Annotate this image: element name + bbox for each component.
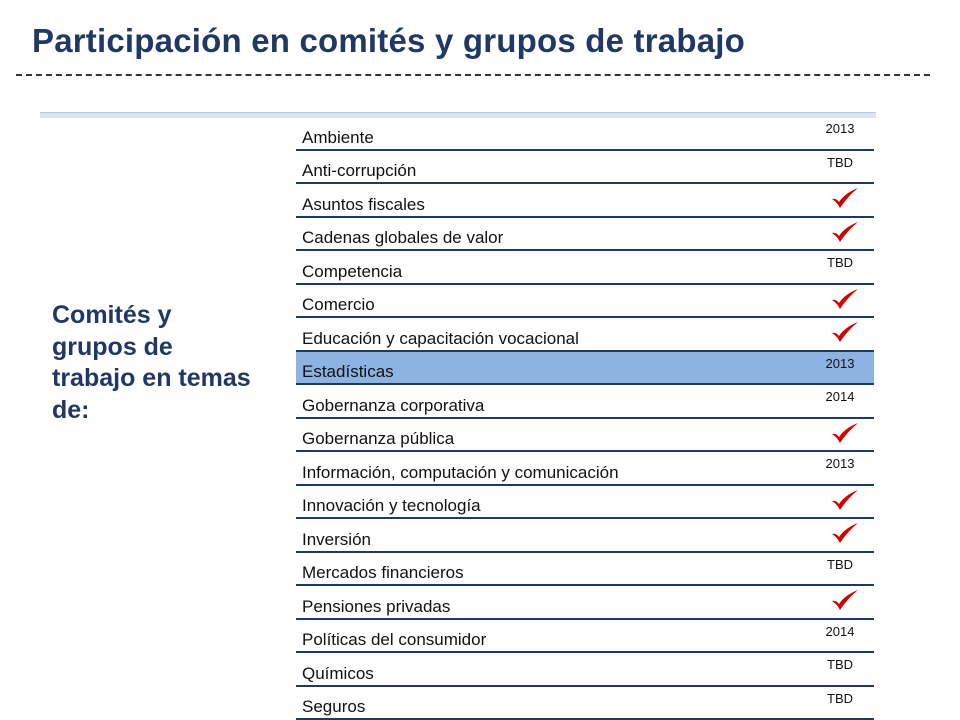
committee-row: Pensiones privadas xyxy=(296,586,874,620)
committee-row: Seguros TBD xyxy=(296,687,874,720)
committee-name: Comercio xyxy=(302,295,375,314)
committee-status: TBD xyxy=(827,154,853,170)
page-title: Participación en comités y grupos de tra… xyxy=(32,22,745,59)
committee-name: Asuntos fiscales xyxy=(302,194,425,214)
committee-name: Gobernanza corporativa xyxy=(302,395,485,415)
committee-name: Gobernanza pública xyxy=(302,429,455,448)
committee-status: 2013 xyxy=(825,121,855,136)
committee-name: Políticas del consumidor xyxy=(302,630,487,649)
side-label: Comités y grupos de trabajo en temas de: xyxy=(52,301,251,424)
committee-name: Químicos xyxy=(302,663,374,683)
committee-row: Gobernanza pública xyxy=(296,419,874,452)
committee-row: Innovación y tecnología xyxy=(296,486,874,519)
committee-row: Políticas del consumidor 2014 xyxy=(296,620,874,653)
committee-row: Información, computación y comunicación 2… xyxy=(296,452,874,486)
committee-row: Gobernanza corporativa 2014 xyxy=(296,385,874,419)
committee-name: Anti-corrupción xyxy=(302,161,417,180)
committee-status: 2014 xyxy=(825,623,855,639)
committee-row: Químicos TBD xyxy=(296,653,874,687)
committee-row: Cadenas globales de valor xyxy=(296,218,874,251)
check-icon xyxy=(832,221,858,242)
committee-name: Competencia xyxy=(302,261,403,281)
committee-status: 2013 xyxy=(825,456,855,471)
committee-list: Ambiente 2013 Anti-corrupción TBD Asuntos fi… xyxy=(296,117,874,720)
committee-status: 2014 xyxy=(825,389,855,404)
committee-row: Estadísticas 2013 xyxy=(296,351,874,385)
committee-status: 2013 xyxy=(825,355,855,371)
check-icon xyxy=(832,489,858,510)
committee-name: Innovación y tecnología xyxy=(302,496,481,515)
committee-row: Inversión xyxy=(296,519,874,553)
committee-status: TBD xyxy=(827,657,853,672)
committee-name: Pensiones privadas xyxy=(302,596,451,616)
committee-row: Ambiente 2013 xyxy=(296,117,874,151)
committee-name: Estadísticas xyxy=(302,362,394,381)
committee-row: Educación y capacitación vocacional xyxy=(296,318,874,352)
committee-name: Cadenas globales de valor xyxy=(302,228,504,247)
check-icon xyxy=(832,322,858,342)
committee-name: Inversión xyxy=(302,529,371,549)
committee-status: TBD xyxy=(827,556,853,572)
check-icon xyxy=(832,188,858,208)
committee-name: Seguros xyxy=(302,697,366,716)
committee-row: Comercio xyxy=(296,285,874,318)
committee-status: TBD xyxy=(827,690,853,706)
check-icon xyxy=(832,288,858,309)
check-icon xyxy=(832,590,858,610)
committee-name: Ambiente xyxy=(302,127,374,147)
table-top-band xyxy=(40,112,876,118)
committee-row: Mercados financieros TBD xyxy=(296,553,874,586)
committee-name: Mercados financieros xyxy=(302,563,464,582)
committee-row: Anti-corrupción TBD xyxy=(296,151,874,184)
committee-name: Educación y capacitación vocacional xyxy=(302,328,579,348)
committee-row: Asuntos fiscales xyxy=(296,184,874,218)
check-icon xyxy=(832,422,858,443)
committee-name: Información, computación y comunicación xyxy=(302,462,619,482)
committee-status: TBD xyxy=(827,255,853,270)
check-icon xyxy=(832,523,858,543)
title-divider xyxy=(16,74,930,76)
committee-row: Competencia TBD xyxy=(296,251,874,285)
